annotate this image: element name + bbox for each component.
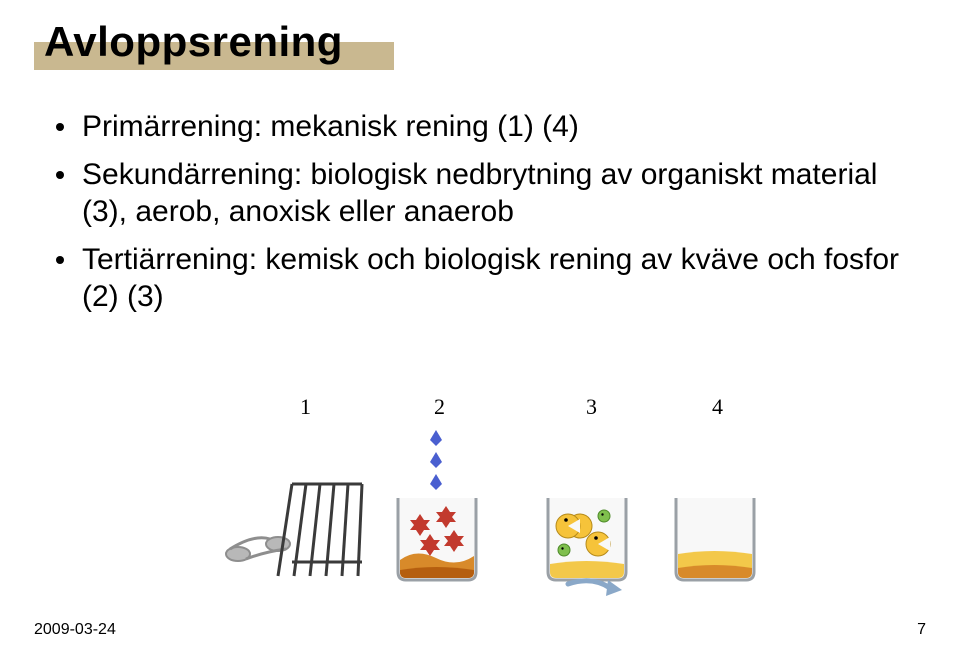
beaker-step3-icon [548, 498, 626, 580]
flocculant-drops-icon [430, 430, 442, 490]
slide-title: Avloppsrening [34, 18, 394, 66]
footer-page-number: 7 [917, 621, 926, 639]
bar-screen-icon [278, 484, 362, 576]
diagram-step-number: 4 [712, 394, 723, 420]
bullet-text: Primärrening: mekanisk rening (1) (4) [82, 108, 579, 146]
beaker-step2-icon [398, 498, 476, 580]
list-item: Tertiärrening: kemisk och biologisk reni… [56, 241, 904, 316]
list-item: Sekundärrening: biologisk nedbrytning av… [56, 156, 904, 231]
diagram-step-number: 1 [300, 394, 311, 420]
diagram-svg [224, 394, 764, 594]
list-item: Primärrening: mekanisk rening (1) (4) [56, 108, 904, 146]
bullet-text: Sekundärrening: biologisk nedbrytning av… [82, 156, 904, 231]
beaker-step4-icon [676, 498, 754, 580]
bullet-text: Tertiärrening: kemisk och biologisk reni… [82, 241, 904, 316]
footer-date: 2009-03-24 [34, 621, 116, 639]
bullet-dot-icon [56, 171, 64, 179]
title-block: Avloppsrening [34, 18, 394, 70]
process-diagram: 1 2 3 4 [224, 394, 764, 594]
bullet-dot-icon [56, 123, 64, 131]
bullet-dot-icon [56, 256, 64, 264]
flow-arrow-icon [564, 574, 624, 602]
diagram-step-number: 2 [434, 394, 445, 420]
bullet-list: Primärrening: mekanisk rening (1) (4) Se… [56, 108, 904, 326]
slide-footer: 2009-03-24 7 [34, 621, 926, 639]
diagram-step-number: 3 [586, 394, 597, 420]
